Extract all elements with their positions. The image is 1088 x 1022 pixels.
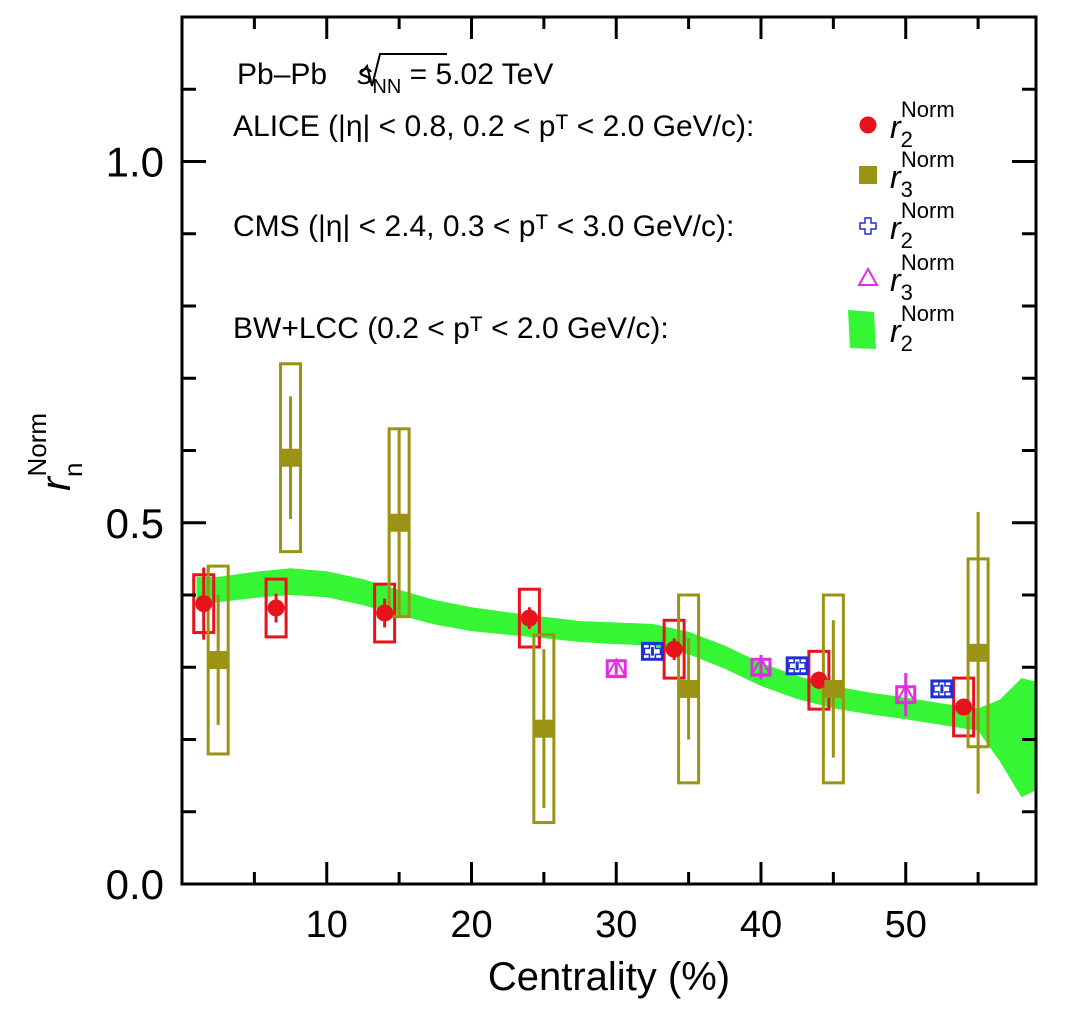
alice_r2-sys-box-4 <box>662 618 686 680</box>
alice_r2-point-1 <box>267 599 285 617</box>
legend-label-2: r2 Norm <box>890 198 955 253</box>
svg-text:rnNorm: rn Norm <box>22 413 88 491</box>
alice_r3-sys-box-3 <box>532 633 556 825</box>
alice_r3-point-4 <box>679 679 698 698</box>
alice_r3-point-6 <box>969 643 988 662</box>
legend-label-3: r3 Norm <box>890 250 955 305</box>
legend-label-sub: 3 <box>901 280 913 305</box>
legend-label-main: r <box>890 109 902 145</box>
legend-marker-0 <box>859 116 877 134</box>
legend-marker-3 <box>857 266 879 286</box>
legend-label-sup: Norm <box>901 198 955 223</box>
alice_r3-point-3 <box>534 719 553 738</box>
alice_r2-point-3 <box>520 609 538 627</box>
alice_r2-sys-box-3 <box>517 587 541 649</box>
alice_r2-sys-box-6 <box>952 676 976 738</box>
legend-label-0: r2 Norm <box>890 97 955 152</box>
cms_r3-point-0 <box>605 657 627 677</box>
legend-label-sup: Norm <box>901 250 955 275</box>
cms_r2-point-0 <box>643 642 662 661</box>
system-label: Pb–Pb sNN = 5.02 TeV <box>237 58 553 98</box>
legend-label-main: r <box>890 313 902 349</box>
cms_r3-point-2 <box>895 683 917 703</box>
x-tick-label: 10 <box>306 904 348 946</box>
alice_r3-point-5 <box>824 679 843 698</box>
y-axis-title: rn Norm <box>22 413 88 491</box>
legend-marker-2 <box>859 217 877 235</box>
alice_r2-point-2 <box>376 604 394 622</box>
ci-band-layer <box>196 568 1036 798</box>
alice_r3-sys-box-1 <box>279 362 303 554</box>
x-tick-label: 30 <box>595 904 637 946</box>
y-axis-title-sup: Norm <box>22 413 52 477</box>
system-label-s: s <box>357 58 372 91</box>
stat-error-layer <box>202 396 980 809</box>
legend-marker-1 <box>859 166 877 184</box>
alice_r2-sys-box-2 <box>373 582 397 644</box>
alice_r3-point-0 <box>209 651 228 670</box>
y-tick-label: 0.5 <box>106 500 164 547</box>
bw-label: BW+LCC (0.2 < pᵀ < 2.0 GeV/c): <box>233 312 669 345</box>
legend-label-main: r <box>890 159 902 195</box>
system-label-post: = 5.02 TeV <box>401 58 553 91</box>
cms_r3-point-1 <box>750 656 772 676</box>
cms_r2-point-1 <box>788 657 806 675</box>
y-axis-title-sub: n <box>58 463 88 477</box>
alice_r3-sys-box-4 <box>677 593 701 785</box>
legend-label-1: r3 Norm <box>890 147 955 202</box>
system-label-pre: Pb–Pb <box>237 58 335 91</box>
legend-label-main: r <box>890 262 902 298</box>
y-tick-label: 1.0 <box>106 139 164 186</box>
legend-label-4: r2 Norm <box>890 301 955 356</box>
alice_r2-point-4 <box>665 640 683 658</box>
cms-label: CMS (|η| < 2.4, 0.3 < pᵀ < 3.0 GeV/c): <box>233 210 734 243</box>
alice_r2-point-0 <box>195 595 213 613</box>
legend-label-sub: 2 <box>901 228 913 253</box>
sqrt-symbol <box>361 53 447 87</box>
alice_r3-sys-box-5 <box>821 593 845 785</box>
x-tick-label: 40 <box>740 904 782 946</box>
legend-label-sub: 2 <box>901 331 913 356</box>
alice_r2-point-5 <box>810 671 828 689</box>
alice_r3-point-2 <box>390 513 409 532</box>
cms_r2-point-2 <box>933 680 951 698</box>
bw-lcc-band <box>196 568 1036 798</box>
alice_r2-point-6 <box>955 698 973 716</box>
y-tick-label: 0.0 <box>106 861 164 908</box>
tick-layer: 10 20 30 40 50 0.0 0.5 1.0 <box>106 15 1036 946</box>
legend-band-swatch <box>848 310 876 349</box>
x-tick-label: 50 <box>885 904 927 946</box>
alice_r3-point-1 <box>281 448 300 467</box>
x-axis-title: Centrality (%) <box>488 955 730 999</box>
x-tick-label: 20 <box>450 904 492 946</box>
legend-label-sub: 2 <box>901 127 913 152</box>
alice_r2-sys-box-1 <box>264 577 288 639</box>
legend-label-sup: Norm <box>901 147 955 172</box>
y-axis-title-main: r <box>32 475 79 491</box>
legend-label-main: r <box>890 210 902 246</box>
legend-label-sub: 3 <box>901 177 913 202</box>
system-label-sub: NN <box>372 76 401 98</box>
legend-label-sup: Norm <box>901 97 955 122</box>
marker-layer <box>195 448 988 738</box>
alice_r3-sys-box-0 <box>206 564 230 756</box>
legend-label-sup: Norm <box>901 301 955 326</box>
alice-label: ALICE (|η| < 0.8, 0.2 < pᵀ < 2.0 GeV/c): <box>233 110 754 143</box>
